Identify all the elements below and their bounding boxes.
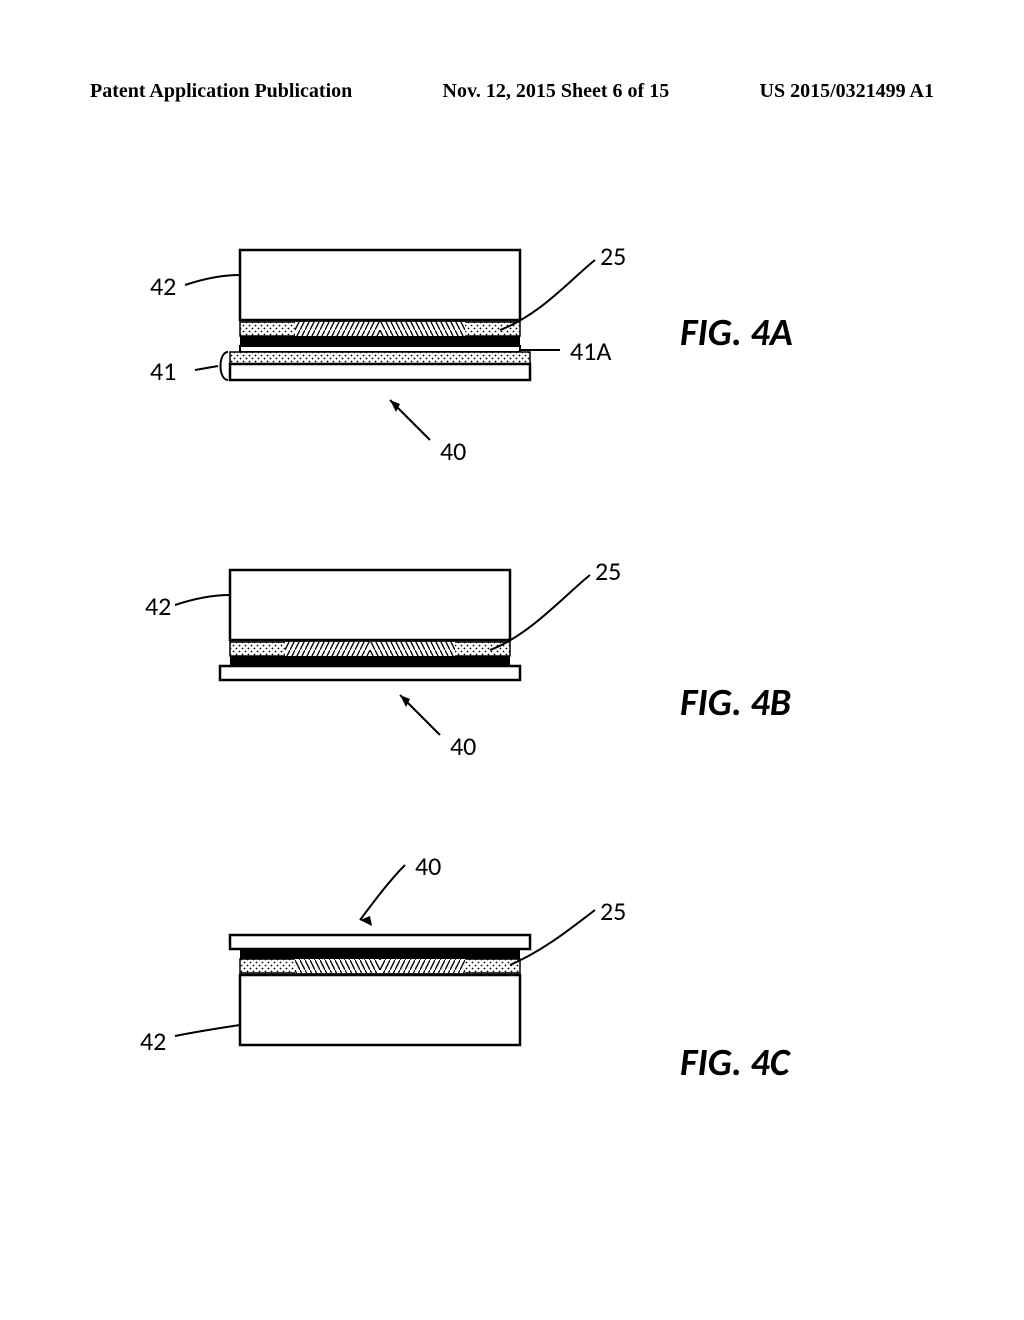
ref-42: 42 (140, 1025, 166, 1057)
header-center: Nov. 12, 2015 Sheet 6 of 15 (443, 80, 670, 103)
ref-25: 25 (595, 555, 621, 587)
fig4a-drawing (200, 240, 620, 470)
header-left: Patent Application Publication (90, 80, 352, 103)
ref-40: 40 (450, 730, 476, 762)
page-header: Patent Application Publication Nov. 12, … (90, 80, 934, 103)
ref-41: 41 (150, 355, 176, 387)
figure-4a: 42 41 25 41A 40 FIG. 4A (0, 240, 1024, 500)
fig4c-drawing (180, 850, 620, 1090)
fig4b-drawing (190, 560, 620, 760)
figure-4c: 40 25 42 FIG. 4C (0, 850, 1024, 1130)
ref-42: 42 (150, 270, 176, 302)
fig4b-label: FIG. 4B (680, 680, 791, 726)
ref-40: 40 (440, 435, 466, 467)
fig4a-label: FIG. 4A (680, 310, 793, 356)
figure-4b: 42 25 40 FIG. 4B (0, 560, 1024, 790)
ref-25: 25 (600, 240, 626, 272)
ref-40: 40 (415, 850, 441, 882)
ref-42: 42 (145, 590, 171, 622)
header-right: US 2015/0321499 A1 (760, 80, 934, 103)
ref-41a: 41A (570, 335, 611, 367)
fig4c-label: FIG. 4C (680, 1040, 790, 1086)
ref-25: 25 (600, 895, 626, 927)
